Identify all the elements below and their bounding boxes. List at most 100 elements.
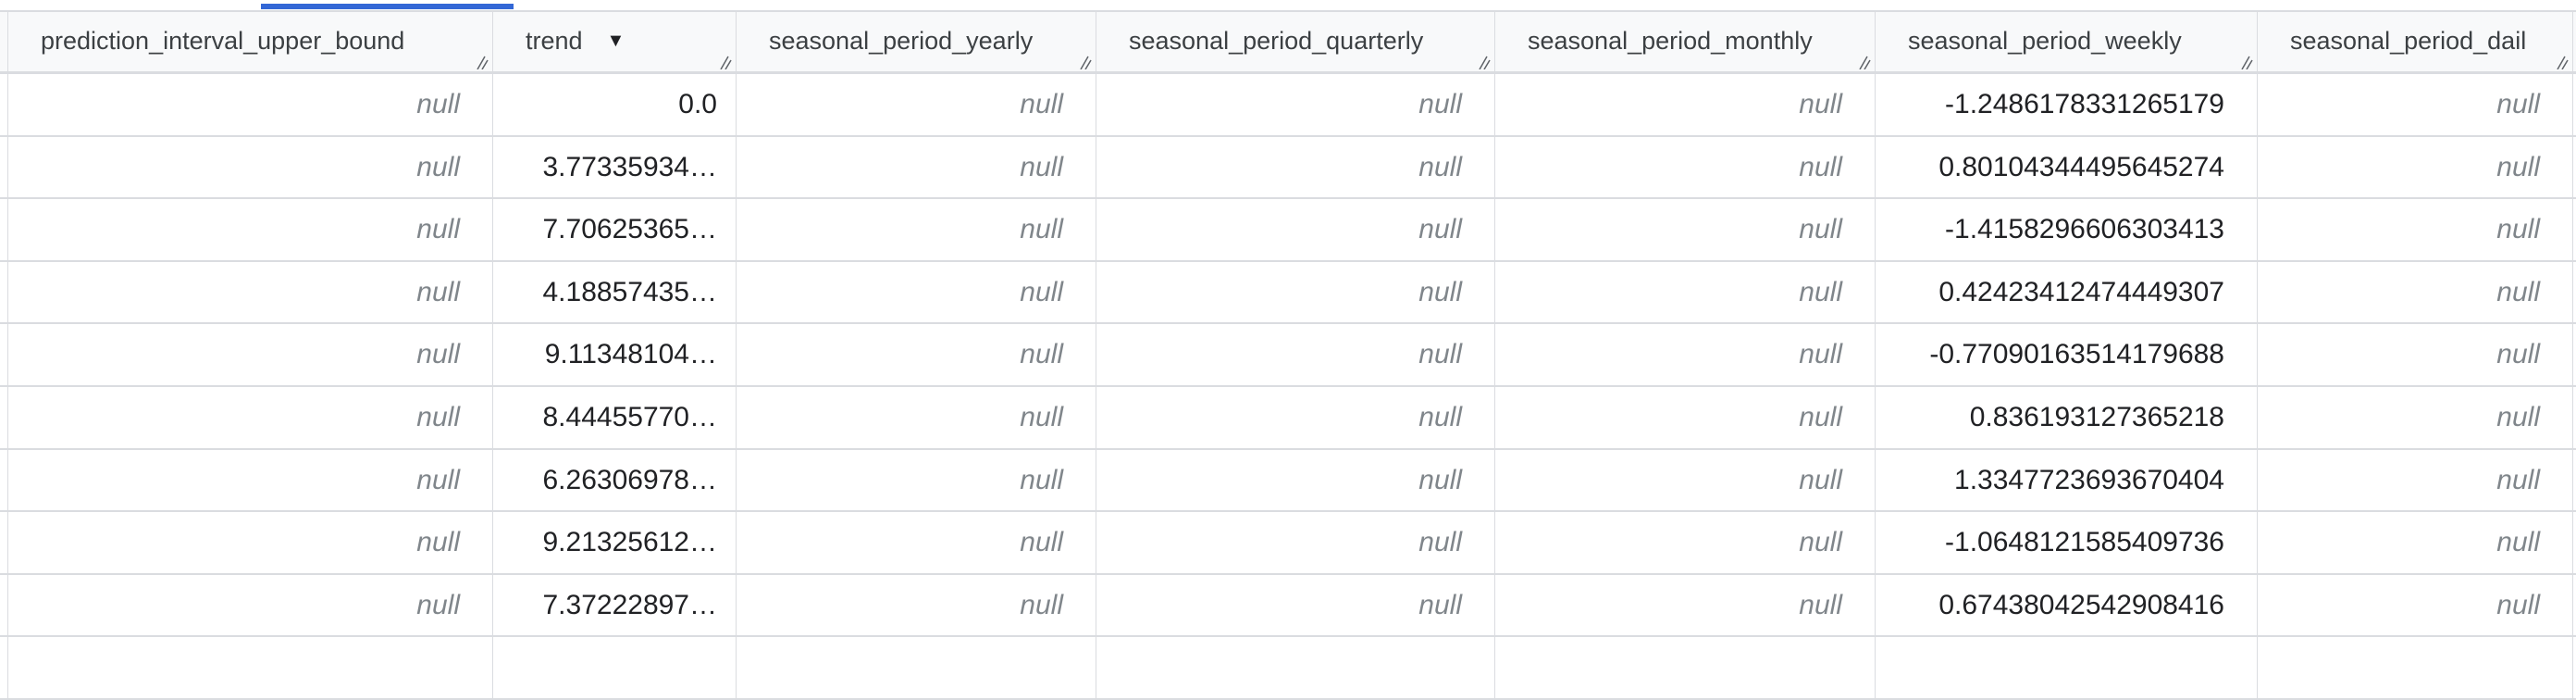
cell-seasonal-period-daily[interactable]: null	[2258, 449, 2573, 511]
column-resize-handle-icon[interactable]	[2238, 53, 2253, 69]
table-row[interactable]: null 9.21325612… null null null -1.0648121585…	[0, 512, 2576, 575]
cell-seasonal-period-weekly[interactable]: -0.77090163514179688	[1876, 324, 2258, 385]
cell-seasonal-period-daily[interactable]: null	[2258, 512, 2573, 573]
cell-seasonal-period-monthly[interactable]: null	[1495, 74, 1876, 135]
cell-prediction-interval-upper-bound[interactable]	[8, 637, 493, 698]
row-stub	[0, 386, 8, 448]
column-resize-handle-icon[interactable]	[474, 53, 489, 69]
cell-trend[interactable]: 0.0	[493, 74, 737, 135]
cell-trend[interactable]: 7.70625365…	[493, 199, 737, 260]
cell-seasonal-period-monthly[interactable]: null	[1495, 261, 1876, 323]
cell-seasonal-period-monthly[interactable]: null	[1495, 449, 1876, 511]
cell-seasonal-period-daily[interactable]: null	[2258, 136, 2573, 198]
cell-seasonal-period-quarterly[interactable]: null	[1096, 386, 1495, 448]
table-row[interactable]: null 3.77335934… null null null 0.80104344495…	[0, 136, 2576, 200]
cell-seasonal-period-yearly[interactable]: null	[737, 324, 1096, 385]
cell-prediction-interval-upper-bound[interactable]: null	[8, 574, 493, 636]
cell-seasonal-period-quarterly[interactable]: null	[1096, 449, 1495, 511]
cell-trend[interactable]: 4.18857435…	[493, 261, 737, 323]
cell-seasonal-period-weekly[interactable]: 0.80104344495645274	[1876, 136, 2258, 198]
cell-seasonal-period-weekly[interactable]: 0.836193127365218	[1876, 386, 2258, 448]
cell-trend[interactable]: 9.21325612…	[493, 512, 737, 573]
sort-descending-icon[interactable]: ▼	[606, 31, 625, 51]
table-row[interactable]: null 0.0 null null null -1.2486178331265179 nu…	[0, 74, 2576, 137]
grid-body: null 0.0 null null null -1.2486178331265179 nu…	[0, 74, 2576, 700]
cell-seasonal-period-weekly[interactable]: -1.4158296606303413	[1876, 199, 2258, 260]
cell-seasonal-period-daily[interactable]: null	[2258, 574, 2573, 636]
column-resize-handle-icon[interactable]	[2554, 53, 2569, 69]
cell-seasonal-period-daily[interactable]: null	[2258, 386, 2573, 448]
cell-seasonal-period-daily[interactable]: null	[2258, 324, 2573, 385]
row-stub	[0, 199, 8, 260]
cell-seasonal-period-yearly[interactable]: null	[737, 74, 1096, 135]
cell-prediction-interval-upper-bound[interactable]: null	[8, 324, 493, 385]
cell-seasonal-period-yearly[interactable]: null	[737, 574, 1096, 636]
cell-prediction-interval-upper-bound[interactable]: null	[8, 386, 493, 448]
cell-seasonal-period-weekly[interactable]: 0.42423412474449307	[1876, 261, 2258, 323]
column-resize-handle-icon[interactable]	[1077, 53, 1092, 69]
cell-seasonal-period-yearly[interactable]: null	[737, 136, 1096, 198]
cell-seasonal-period-quarterly[interactable]: null	[1096, 574, 1495, 636]
cell-seasonal-period-monthly[interactable]: null	[1495, 574, 1876, 636]
cell-seasonal-period-yearly[interactable]	[737, 637, 1096, 698]
cell-seasonal-period-weekly[interactable]: -1.0648121585409736	[1876, 512, 2258, 573]
cell-seasonal-period-yearly[interactable]: null	[737, 512, 1096, 573]
column-header-seasonal-period-daily[interactable]: seasonal_period_dail	[2258, 12, 2573, 71]
cell-seasonal-period-daily[interactable]	[2258, 637, 2573, 698]
cell-trend[interactable]: 7.37222897…	[493, 574, 737, 636]
cell-prediction-interval-upper-bound[interactable]: null	[8, 199, 493, 260]
cell-seasonal-period-quarterly[interactable]	[1096, 637, 1495, 698]
cell-seasonal-period-daily[interactable]: null	[2258, 199, 2573, 260]
column-header-seasonal-period-yearly[interactable]: seasonal_period_yearly	[737, 12, 1096, 71]
cell-seasonal-period-quarterly[interactable]: null	[1096, 136, 1495, 198]
cell-seasonal-period-quarterly[interactable]: null	[1096, 324, 1495, 385]
column-header-seasonal-period-monthly[interactable]: seasonal_period_monthly	[1495, 12, 1876, 71]
row-stub	[0, 574, 8, 636]
cell-seasonal-period-yearly[interactable]: null	[737, 261, 1096, 323]
column-header-seasonal-period-quarterly[interactable]: seasonal_period_quarterly	[1096, 12, 1495, 71]
table-row[interactable]: null 7.70625365… null null null -1.4158296606…	[0, 199, 2576, 262]
cell-seasonal-period-monthly[interactable]: null	[1495, 386, 1876, 448]
row-stub	[0, 637, 8, 698]
table-row[interactable]: null 9.11348104… null null null -0.7709016351…	[0, 324, 2576, 387]
column-resize-handle-icon[interactable]	[1856, 53, 1871, 69]
column-header-seasonal-period-weekly[interactable]: seasonal_period_weekly	[1876, 12, 2258, 71]
cell-prediction-interval-upper-bound[interactable]: null	[8, 512, 493, 573]
cell-trend[interactable]: 3.77335934…	[493, 136, 737, 198]
cell-seasonal-period-quarterly[interactable]: null	[1096, 512, 1495, 573]
cell-seasonal-period-daily[interactable]: null	[2258, 261, 2573, 323]
cell-seasonal-period-quarterly[interactable]: null	[1096, 74, 1495, 135]
column-resize-handle-icon[interactable]	[1476, 53, 1491, 69]
table-row[interactable]	[0, 637, 2576, 700]
table-row[interactable]: null 6.26306978… null null null 1.33477236936…	[0, 449, 2576, 513]
cell-seasonal-period-weekly[interactable]: -1.2486178331265179	[1876, 74, 2258, 135]
cell-seasonal-period-quarterly[interactable]: null	[1096, 199, 1495, 260]
cell-seasonal-period-yearly[interactable]: null	[737, 386, 1096, 448]
cell-seasonal-period-monthly[interactable]: null	[1495, 512, 1876, 573]
column-header-prediction-interval-upper-bound[interactable]: prediction_interval_upper_bound	[8, 12, 493, 71]
cell-prediction-interval-upper-bound[interactable]: null	[8, 136, 493, 198]
cell-seasonal-period-daily[interactable]: null	[2258, 74, 2573, 135]
table-row[interactable]: null 4.18857435… null null null 0.42423412474…	[0, 261, 2576, 325]
cell-trend[interactable]: 8.44455770…	[493, 386, 737, 448]
cell-prediction-interval-upper-bound[interactable]: null	[8, 74, 493, 135]
cell-trend[interactable]	[493, 637, 737, 698]
column-header-trend[interactable]: trend ▼	[493, 12, 737, 71]
cell-seasonal-period-quarterly[interactable]: null	[1096, 261, 1495, 323]
cell-seasonal-period-monthly[interactable]	[1495, 637, 1876, 698]
table-row[interactable]: null 8.44455770… null null null 0.83619312736…	[0, 386, 2576, 450]
cell-seasonal-period-yearly[interactable]: null	[737, 199, 1096, 260]
cell-seasonal-period-weekly[interactable]: 1.3347723693670404	[1876, 449, 2258, 511]
cell-seasonal-period-monthly[interactable]: null	[1495, 199, 1876, 260]
cell-seasonal-period-monthly[interactable]: null	[1495, 136, 1876, 198]
cell-seasonal-period-weekly[interactable]	[1876, 637, 2258, 698]
table-row[interactable]: null 7.37222897… null null null 0.67438042542…	[0, 574, 2576, 638]
cell-prediction-interval-upper-bound[interactable]: null	[8, 261, 493, 323]
cell-prediction-interval-upper-bound[interactable]: null	[8, 449, 493, 511]
cell-seasonal-period-monthly[interactable]: null	[1495, 324, 1876, 385]
cell-trend[interactable]: 6.26306978…	[493, 449, 737, 511]
column-resize-handle-icon[interactable]	[717, 53, 732, 69]
cell-seasonal-period-yearly[interactable]: null	[737, 449, 1096, 511]
cell-trend[interactable]: 9.11348104…	[493, 324, 737, 385]
cell-seasonal-period-weekly[interactable]: 0.67438042542908416	[1876, 574, 2258, 636]
